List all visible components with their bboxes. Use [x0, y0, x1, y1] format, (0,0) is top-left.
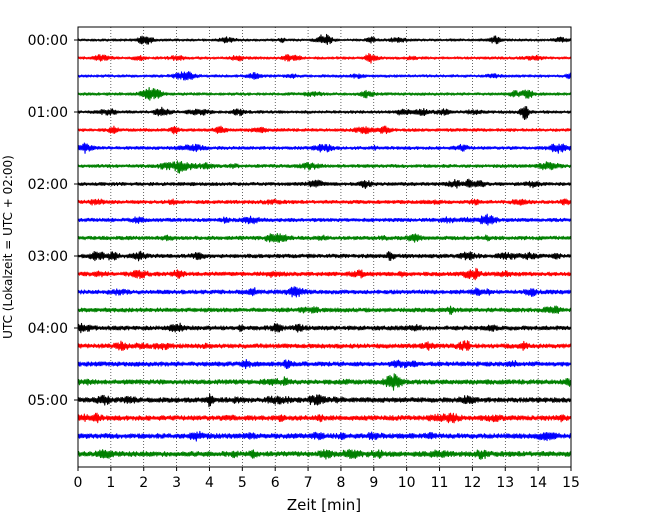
x-tick-label: 3: [172, 475, 181, 491]
seismic-trace: [77, 53, 572, 64]
seismic-trace: [77, 322, 572, 334]
seismic-trace: [77, 213, 572, 226]
seismic-trace: [77, 106, 572, 120]
seismic-trace: [77, 286, 572, 298]
x-tick-label: 8: [336, 475, 345, 491]
x-tick-label: 1: [106, 475, 115, 491]
seismic-trace: [77, 178, 572, 189]
x-tick-label: 14: [529, 475, 547, 491]
y-tick-label: 05:00: [28, 393, 68, 409]
y-tick-label: 00:00: [28, 33, 68, 49]
seismic-trace: [77, 267, 572, 281]
x-axis-ticks: 0 1 2 3 4 5 6 7 8 9 10 11 12 13 14 15: [74, 467, 580, 491]
x-tick-label: 9: [369, 475, 378, 491]
seismic-trace: [77, 125, 572, 135]
seismic-trace: [77, 340, 572, 351]
x-tick-label: 0: [74, 475, 83, 491]
x-tick-label: 5: [238, 475, 247, 491]
seismic-trace: [77, 448, 572, 460]
seismic-trace: [77, 233, 572, 243]
seismic-trace: [77, 87, 572, 101]
seismic-trace: [77, 305, 572, 316]
seismic-trace: [77, 412, 572, 424]
y-axis-label: UTC (Lokalzeit = UTC + 02:00): [1, 155, 15, 339]
seismic-trace: [77, 359, 572, 370]
y-tick-label: 02:00: [28, 177, 68, 193]
x-tick-label: 2: [139, 475, 148, 491]
x-tick-label: 10: [398, 475, 416, 491]
seismic-trace: [77, 160, 572, 174]
x-tick-label: 13: [496, 475, 514, 491]
seismic-trace: [77, 250, 572, 262]
y-tick-label: 01:00: [28, 105, 68, 121]
x-tick-label: 7: [304, 475, 313, 491]
seismic-trace: [77, 142, 572, 154]
x-axis-label: Zeit [min]: [287, 496, 361, 514]
seismic-trace: [77, 198, 572, 206]
y-axis-ticks: 00:00 01:00 02:00 03:00 04:00 05:00: [28, 33, 78, 409]
x-tick-label: 4: [205, 475, 214, 491]
seismic-trace: [77, 71, 572, 81]
seismic-trace: [77, 393, 572, 408]
trace-group: [77, 33, 572, 460]
plot-frame: [77, 26, 572, 468]
x-tick-label: 6: [271, 475, 280, 491]
seismic-trace: [77, 373, 572, 391]
x-tick-label: 11: [431, 475, 449, 491]
seismic-trace: [77, 33, 572, 45]
x-tick-label: 12: [463, 475, 481, 491]
y-tick-label: 04:00: [28, 321, 68, 337]
seismic-trace: [77, 430, 572, 442]
y-tick-label: 03:00: [28, 249, 68, 265]
x-tick-label: 15: [562, 475, 580, 491]
